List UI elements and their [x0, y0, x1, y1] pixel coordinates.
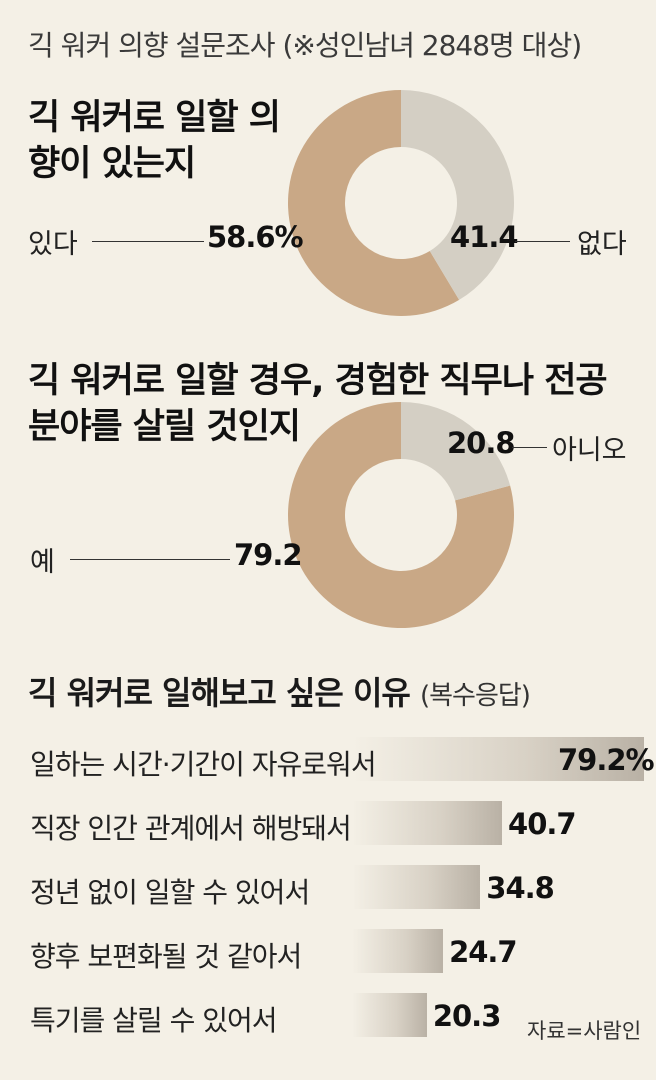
- donut-2-value-yes: 79.2: [234, 538, 303, 572]
- bar-row: 특기를 살릴 수 있어서 20.3: [0, 993, 656, 1043]
- bar-chart-title: 긱 워커로 일해보고 싶은 이유 (복수응답): [28, 668, 531, 714]
- donut-1-value-yes: 58.6%: [207, 220, 304, 254]
- bar-category-label: 정년 없이 일할 수 있어서: [30, 876, 310, 909]
- donut-2-leader-no: [512, 447, 547, 448]
- bar-value-label: 79.2%: [558, 743, 655, 777]
- donut-1-slice-no: [401, 90, 515, 300]
- bar: [352, 865, 481, 909]
- donut-2-value-no: 20.8: [447, 426, 516, 460]
- donut-chart-1: [288, 90, 515, 316]
- bar: [352, 737, 644, 781]
- donut-1-leader-no: [515, 241, 570, 242]
- bar-row: 직장 인간 관계에서 해방돼서 40.7: [0, 801, 656, 851]
- bar-chart-title-text: 긱 워커로 일해보고 싶은 이유: [28, 674, 411, 712]
- bar-category-label: 향후 보편화될 것 같아서: [30, 940, 302, 973]
- donut-1-leader-yes: [92, 241, 204, 242]
- bar-category-label: 특기를 살릴 수 있어서: [30, 1004, 278, 1037]
- bar-value-label: 34.8: [486, 871, 555, 905]
- donut-1-slice-yes: [288, 90, 460, 316]
- bar-value-label: 40.7: [508, 807, 577, 841]
- chart-2-title: 긱 워커로 일할 경우, 경험한 직무나 전공 분야를 살릴 것인지: [28, 361, 608, 447]
- donut-2-slice-yes: [288, 402, 514, 628]
- chart-1-title: 긱 워커로 일할 의향이 있는지: [28, 98, 281, 184]
- donut-1-value-no: 41.4: [450, 220, 519, 254]
- donut-2-leader-yes: [70, 559, 230, 560]
- donut-1-label-yes: 있다: [28, 229, 78, 260]
- bar: [352, 801, 503, 845]
- survey-header: 긱 워커 의향 설문조사 (※성인남녀 2848명 대상): [28, 29, 582, 62]
- donut-2-label-yes: 예: [30, 547, 55, 578]
- bar-category-label: 직장 인간 관계에서 해방돼서: [30, 812, 352, 845]
- donut-1-label-no: 없다: [577, 229, 627, 260]
- bar-value-label: 20.3: [432, 999, 502, 1033]
- bar-value-label: 24.7: [449, 935, 518, 969]
- donut-chart-2: [288, 402, 514, 628]
- source-note: 자료=사람인: [527, 1019, 642, 1043]
- bar-row: 정년 없이 일할 수 있어서 34.8: [0, 865, 656, 915]
- bar: [352, 929, 444, 973]
- bar-category-label: 일하는 시간·기간이 자유로워서: [30, 748, 377, 781]
- bar-chart-subtitle: (복수응답): [419, 681, 531, 711]
- bar: [352, 993, 427, 1037]
- bar-row: 일하는 시간·기간이 자유로워서 79.2%: [0, 737, 656, 787]
- bar-row: 향후 보편화될 것 같아서 24.7: [0, 929, 656, 979]
- donut-2-slice-no: [401, 402, 511, 501]
- donut-2-label-no: 아니오: [552, 435, 627, 466]
